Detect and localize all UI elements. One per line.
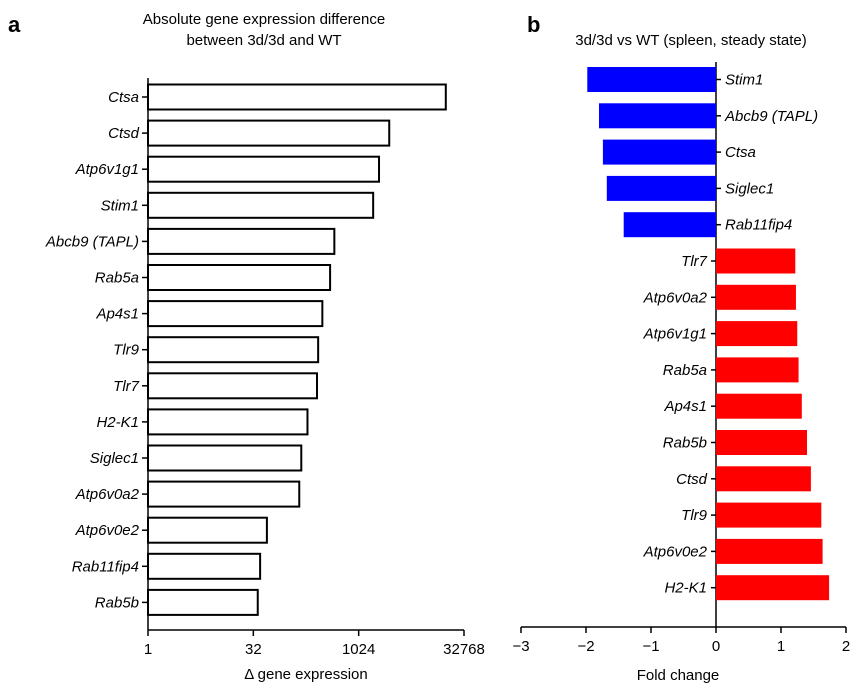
panel-a-bar [147, 83, 447, 111]
panel-a-category-label: Rab5b [95, 594, 139, 611]
panel-b-category-label: Rab5a [663, 362, 707, 379]
panel-b-plot: −3 −2 −1 0 1 2 Stim1 Abcb9 (TAPL) Ctsa Siglec1 Rab… [512, 62, 850, 655]
panel-a-bar [147, 264, 332, 291]
panel-b-bar-negative [587, 67, 716, 92]
panel-b-bar-positive [716, 538, 823, 564]
panel-b-x-tick-label: 1 [777, 638, 785, 655]
panel-a-bar [147, 372, 319, 400]
panel-b-bar-positive [716, 357, 799, 383]
panel-b-bar-negative [602, 139, 716, 165]
panel-a-category-label: Tlr9 [113, 342, 139, 359]
panel-b-letter: b [527, 12, 540, 37]
panel-a-category-label: Atp6v0a2 [75, 486, 140, 503]
panel-b-bar-negative [599, 103, 716, 129]
panel-a-bar [147, 227, 336, 255]
panel-a-category-label: Rab5a [95, 270, 139, 287]
panel-b-category-label: Siglec1 [725, 180, 774, 197]
panel-a-bar [147, 408, 309, 436]
panel-a-category-label: Stim1 [101, 197, 139, 214]
panel-b-category-label: Abcb9 (TAPL) [724, 108, 818, 125]
panel-b-bar-positive [716, 393, 802, 419]
panel-b-category-label: Tlr9 [681, 507, 707, 524]
panel-b-x-tick-label: −1 [642, 638, 659, 655]
panel-a-bar [147, 480, 301, 508]
panel-a-x-tick-label: 32768 [443, 641, 485, 658]
panel-b-category-label: Atp6v0a2 [643, 289, 708, 306]
panel-a-category-label: Rab11fip4 [72, 558, 139, 575]
panel-a-category-label: Ctsd [108, 125, 140, 142]
panel-b-category-label: H2-K1 [664, 580, 707, 597]
panel-a-category-label: Atp6v1g1 [75, 161, 139, 178]
panel-b-bar-positive [716, 466, 811, 492]
panel-a-title-line2: between 3d/3d and WT [186, 32, 341, 49]
panel-b-category-label: Rab5b [663, 435, 707, 452]
panel-a-title-line1: Absolute gene expression difference [143, 11, 385, 28]
panel-b-bar-negative [623, 212, 716, 238]
panel-a-x-tick-label: 32 [245, 641, 262, 658]
panel-b-x-tick-label: −3 [512, 638, 529, 655]
panel-a-bar [147, 155, 381, 183]
panel-a-letter: a [8, 12, 21, 37]
panel-b-xlabel: Fold change [637, 667, 720, 684]
panel-a-bar [147, 516, 268, 544]
panel-b-bar-positive [716, 321, 798, 347]
panel-a-category-label: Ap4s1 [95, 306, 139, 323]
panel-a-bar [147, 119, 391, 147]
panel-b-category-label: Atp6v0e2 [643, 543, 708, 560]
panel-b-category-label: Tlr7 [681, 253, 707, 270]
panel-b-bar-positive [716, 430, 807, 455]
panel-b-category-label: Stim1 [725, 72, 763, 89]
panel-b-title: 3d/3d vs WT (spleen, steady state) [575, 32, 807, 49]
panel-a-x-tick-label: 1024 [342, 641, 375, 658]
panel-a-category-label: Abcb9 (TAPL) [45, 233, 139, 250]
panel-b-x-tick-label: 0 [712, 638, 720, 655]
panel-a-bar [147, 444, 303, 472]
panel-b-category-label: Rab11fip4 [725, 217, 792, 234]
panel-a-category-label: Atp6v0e2 [75, 522, 140, 539]
panel-a-bar [147, 300, 324, 328]
panel-b-category-label: Ctsa [725, 144, 756, 161]
panel-b-bar-negative [606, 175, 716, 201]
panel-a-bar [147, 552, 262, 580]
panel-b-x-tick-label: 2 [842, 638, 850, 655]
panel-b-bar-positive [716, 284, 796, 310]
panel-b-bar-positive [716, 502, 822, 528]
panel-b-x-tick-label: −2 [577, 638, 594, 655]
panel-b-category-label: Ctsd [676, 471, 708, 488]
panel-a-bar [147, 588, 259, 616]
panel-a-category-label: Siglec1 [90, 450, 139, 467]
panel-a-category-label: Tlr7 [113, 378, 139, 395]
panel-a-x-tick-label: 1 [144, 641, 152, 658]
panel-a-plot: 1 32 1024 32768 Ctsa Ctsd Atp6v1g1 Stim1 Abcb9 (… [45, 78, 485, 658]
panel-b-category-label: Ap4s1 [663, 398, 707, 415]
panel-a-bar [147, 336, 320, 364]
panel-b-bar-positive [716, 248, 796, 274]
panel-a-xlabel: Δ gene expression [244, 666, 367, 683]
panel-b-category-label: Atp6v1g1 [643, 326, 707, 343]
panel-a-category-label: Ctsa [108, 89, 139, 106]
panel-b-bar-positive [716, 575, 830, 601]
panel-a-bar [147, 191, 375, 219]
panel-a-category-label: H2-K1 [96, 414, 139, 431]
